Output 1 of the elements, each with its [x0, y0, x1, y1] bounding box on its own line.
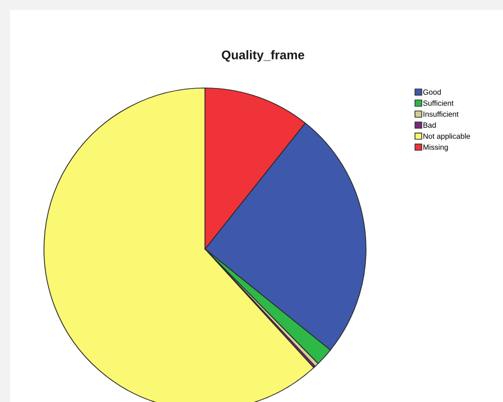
chart-title: Quality_frame: [222, 50, 304, 62]
